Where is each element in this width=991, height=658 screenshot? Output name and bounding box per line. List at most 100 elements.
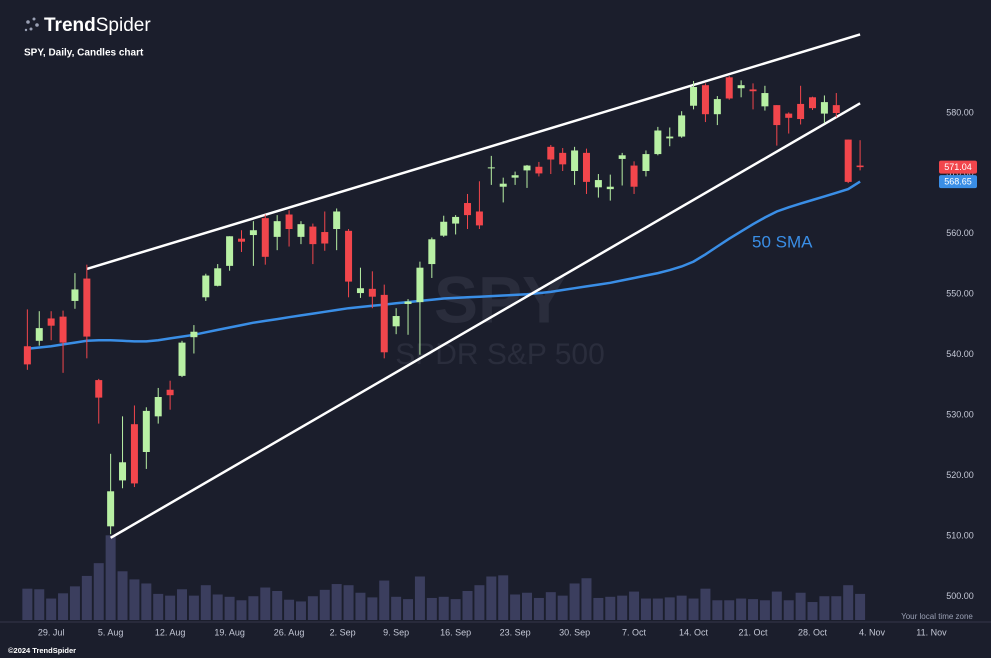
candle-body: [154, 397, 162, 417]
x-tick-label: 28. Oct: [798, 627, 828, 637]
candle-body: [249, 230, 257, 236]
candle-body: [285, 214, 293, 230]
candle-body: [642, 154, 650, 172]
timezone-label: Your local time zone: [901, 612, 973, 621]
candle-body: [261, 218, 269, 257]
candle-body: [856, 165, 864, 168]
sma-line: [27, 180, 861, 350]
candle-body: [797, 103, 805, 120]
candle-body: [749, 89, 757, 92]
x-tick-label: 9. Sep: [383, 627, 409, 637]
volume-bar: [46, 598, 57, 620]
volume-bar: [224, 596, 235, 620]
candle-body: [356, 288, 364, 294]
candle-body: [630, 165, 638, 187]
sma-label: 50 SMA: [752, 232, 813, 251]
volume-bar: [605, 596, 616, 620]
x-tick-label: 26. Aug: [274, 627, 305, 637]
logo: [24, 17, 39, 32]
candle-body: [511, 175, 519, 178]
candle-body: [654, 130, 662, 155]
volume-bar: [581, 578, 592, 620]
volume-bar: [236, 600, 247, 620]
volume-bar: [117, 571, 128, 620]
candle-body: [487, 167, 495, 169]
x-tick-label: 2. Sep: [330, 627, 356, 637]
volume-bar: [807, 602, 818, 620]
candle-body: [452, 216, 460, 224]
volume-bar: [426, 597, 437, 620]
volume-bar: [724, 600, 735, 620]
x-tick-label: 11. Nov: [916, 627, 947, 637]
candle-body: [725, 77, 733, 99]
x-tick-label: 29. Jul: [38, 627, 65, 637]
volume-bar: [141, 583, 152, 620]
candle-body: [333, 211, 341, 230]
y-tick-label: 530.00: [946, 410, 974, 420]
volume-bar: [831, 596, 842, 620]
candle-body: [820, 102, 828, 114]
y-tick-label: 580.00: [946, 107, 974, 117]
volume-bar: [81, 575, 92, 620]
candle-body: [582, 152, 590, 182]
candle-body: [23, 346, 31, 365]
volume-bar: [533, 597, 544, 620]
x-tick-label: 4. Nov: [859, 627, 886, 637]
candle-body: [309, 226, 317, 245]
candle-body: [499, 183, 507, 187]
volume-bar: [331, 584, 342, 620]
candle-body: [785, 113, 793, 118]
volume-bar: [379, 580, 390, 620]
candle-body: [368, 288, 376, 297]
price-badge: [939, 160, 977, 174]
x-tick-label: 21. Oct: [739, 627, 769, 637]
x-tick-label: 23. Sep: [500, 627, 531, 637]
volume-bar: [688, 598, 699, 620]
candle-body: [737, 85, 745, 89]
volume-bar: [22, 588, 33, 620]
volume-bar: [129, 579, 140, 620]
y-tick-label: 500.00: [946, 591, 974, 601]
volume-bar: [474, 585, 485, 620]
volume-bar: [569, 583, 580, 620]
volume-bar: [438, 596, 449, 620]
volume-bar: [545, 592, 556, 620]
candle-body: [142, 410, 150, 453]
copyright: ©2024 TrendSpider: [8, 646, 76, 655]
candle-body: [214, 268, 222, 286]
volume-bar: [284, 599, 295, 620]
trendline: [86, 33, 861, 271]
candle-body: [464, 203, 472, 216]
candle-body: [428, 239, 436, 265]
volume-layer: [22, 535, 866, 620]
x-tick-label: 30. Sep: [559, 627, 590, 637]
candle-body: [392, 316, 400, 327]
price-layer: 50 SMA: [23, 33, 864, 539]
candle-body: [178, 342, 186, 376]
volume-bar: [748, 599, 759, 620]
volume-bar: [391, 596, 402, 620]
candle-body: [475, 211, 483, 226]
candle-body: [71, 289, 79, 301]
volume-bar: [105, 535, 116, 620]
volume-bar: [700, 588, 711, 620]
candle-body: [404, 301, 412, 304]
volume-bar: [783, 600, 794, 620]
candle-body: [166, 389, 174, 396]
volume-bar: [153, 593, 164, 620]
volume-bar: [177, 589, 188, 620]
candle-body: [678, 115, 686, 137]
x-tick-label: 7. Oct: [622, 627, 647, 637]
volume-bar: [771, 591, 782, 620]
volume-bar: [629, 591, 640, 620]
trendline: [110, 102, 861, 539]
volume-bar: [260, 587, 271, 620]
y-tick-label: 550.00: [946, 289, 974, 299]
candle-body: [130, 424, 138, 484]
brand-bold: Trend: [44, 15, 96, 36]
candle-body: [809, 97, 817, 109]
candle-body: [773, 105, 781, 126]
volume-bar: [58, 593, 69, 620]
